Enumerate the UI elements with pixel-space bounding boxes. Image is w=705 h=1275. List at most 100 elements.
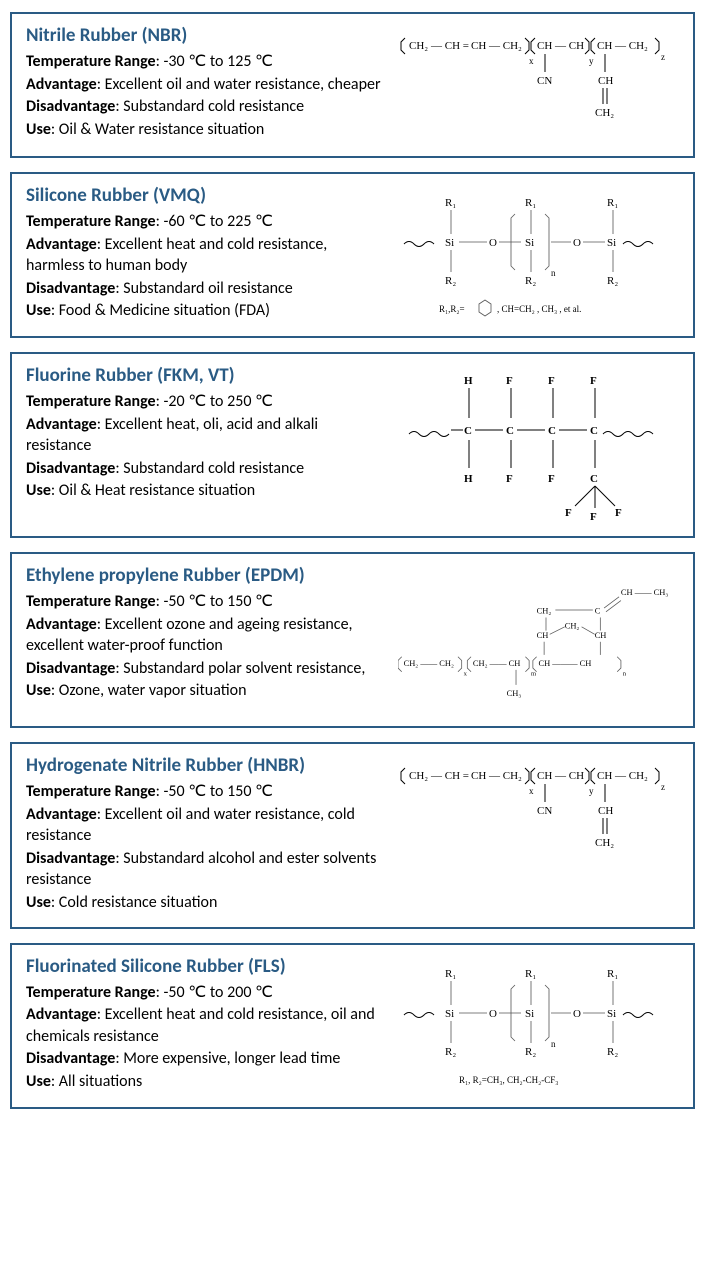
adv-row: Advantage: Excellent heat and cold resis… (26, 234, 386, 277)
text-block: Fluorine Rubber (FKM, VT) Temperature Ra… (26, 364, 386, 503)
svg-text:m: m (531, 671, 536, 678)
svg-text:H: H (464, 473, 473, 485)
svg-text:Si: Si (445, 237, 454, 249)
temp-value: -50 ℃ to 150 ℃ (164, 782, 274, 801)
svg-text:F: F (506, 473, 513, 485)
formula-fls: R₁ Si R₂ O R₁ Si R₂ n O R₁ (398, 955, 679, 1095)
svg-text:CH — CH: CH — CH (537, 770, 584, 782)
adv-row: Advantage: Excellent oil and water resis… (26, 804, 386, 847)
svg-text:CH —— CH₃: CH —— CH₃ (621, 587, 668, 597)
dis-row: Disadvantage: Substandard alcohol and es… (26, 848, 386, 891)
svg-text:R₂: R₂ (525, 1046, 536, 1058)
svg-text:C: C (548, 425, 556, 437)
card-fls: Fluorinated Silicone Rubber (FLS) Temper… (10, 943, 695, 1109)
card-title: Fluorinated Silicone Rubber (FLS) (26, 955, 386, 978)
use-row: Use: Oil & Heat resistance situation (26, 480, 386, 502)
svg-text:CH₂: CH₂ (565, 621, 580, 631)
use-label: Use (26, 1072, 51, 1091)
use-row: Use: Food & Medicine situation (FDA) (26, 300, 386, 322)
text-block: Ethylene propylene Rubber (EPDM) Tempera… (26, 564, 386, 703)
dis-value: Substandard polar solvent resistance, (123, 659, 365, 678)
svg-text:Si: Si (445, 1008, 454, 1020)
adv-row: Advantage: Excellent oil and water resis… (26, 74, 386, 96)
svg-text:Si: Si (525, 237, 534, 249)
svg-text:R₁,R₂=: R₁,R₂= (439, 304, 465, 314)
epdm-structure-icon: CH₂ —— CH₂ x CH₂ —— CH m CH₃ CH ——— CH C… (398, 564, 679, 714)
hnbr-structure-icon: CH₂ — CH = CH — CH₂ x CH — CH y CH — CH₂… (399, 754, 679, 874)
svg-text:R₂: R₂ (445, 1046, 456, 1058)
svg-text:CH₂: CH₂ (595, 837, 614, 849)
card-title: Hydrogenate Nitrile Rubber (HNBR) (26, 754, 386, 777)
temp-row: Temperature Range: -20 ℃ to 250 ℃ (26, 391, 386, 413)
formula-nbr: CH₂ — CH = CH — CH₂ x CH — CH y CH — CH₂… (398, 24, 679, 144)
dis-label: Disadvantage (26, 97, 115, 116)
svg-text:R₂: R₂ (607, 275, 618, 287)
use-value: Ozone, water vapor situation (59, 681, 247, 700)
svg-text:O: O (489, 1008, 497, 1020)
dis-label: Disadvantage (26, 659, 115, 678)
use-label: Use (26, 301, 51, 320)
svg-text:O: O (573, 1008, 581, 1020)
adv-label: Advantage (26, 1005, 97, 1024)
svg-text:R₁: R₁ (607, 197, 618, 209)
svg-text:CH₂: CH₂ (409, 770, 428, 782)
svg-text:C: C (506, 425, 514, 437)
svg-text:— CH =: — CH = (430, 770, 469, 782)
use-value: Cold resistance situation (59, 893, 218, 912)
svg-text:O: O (489, 237, 497, 249)
svg-text:R₁: R₁ (445, 197, 456, 209)
svg-text:CH — CH₂: CH — CH₂ (597, 770, 648, 782)
svg-text:x: x (529, 786, 534, 796)
svg-text:CH: CH (598, 75, 613, 87)
temp-value: -20 ℃ to 250 ℃ (164, 392, 274, 411)
svg-text:R₁: R₁ (525, 197, 536, 209)
text-block: Silicone Rubber (VMQ) Temperature Range:… (26, 184, 386, 323)
card-epdm: Ethylene propylene Rubber (EPDM) Tempera… (10, 552, 695, 728)
use-value: Food & Medicine situation (FDA) (59, 301, 270, 320)
svg-text:CH ——— CH: CH ——— CH (539, 658, 592, 668)
svg-text:z: z (661, 52, 665, 62)
temp-label: Temperature Range (26, 782, 156, 801)
use-row: Use: Ozone, water vapor situation (26, 680, 386, 702)
use-row: Use: All situations (26, 1071, 386, 1093)
card-title: Ethylene propylene Rubber (EPDM) (26, 564, 386, 587)
svg-text:H: H (464, 375, 473, 387)
dis-label: Disadvantage (26, 1049, 115, 1068)
svg-text:CN: CN (537, 75, 552, 87)
adv-row: Advantage: Excellent ozone and ageing re… (26, 614, 386, 657)
svg-text:n: n (551, 1039, 556, 1049)
temp-row: Temperature Range: -50 ℃ to 150 ℃ (26, 591, 386, 613)
card-title: Fluorine Rubber (FKM, VT) (26, 364, 386, 387)
use-label: Use (26, 120, 51, 139)
svg-text:CH₂: CH₂ (409, 40, 428, 52)
text-block: Nitrile Rubber (NBR) Temperature Range: … (26, 24, 386, 141)
formula-fkm: H C H F C F F C F (398, 364, 679, 524)
temp-row: Temperature Range: -60 ℃ to 225 ℃ (26, 211, 386, 233)
temp-row: Temperature Range: -50 ℃ to 150 ℃ (26, 781, 386, 803)
temp-label: Temperature Range (26, 52, 156, 71)
fls-structure-icon: R₁ Si R₂ O R₁ Si R₂ n O R₁ (399, 955, 679, 1095)
svg-text:n: n (551, 268, 556, 278)
adv-label: Advantage (26, 75, 97, 94)
formula-epdm: CH₂ —— CH₂ x CH₂ —— CH m CH₃ CH ——— CH C… (398, 564, 679, 714)
dis-row: Disadvantage: Substandard cold resistanc… (26, 458, 386, 480)
svg-text:R₁: R₁ (525, 968, 536, 980)
svg-text:CH: CH (537, 630, 549, 640)
dis-label: Disadvantage (26, 849, 115, 868)
dis-row: Disadvantage: Substandard oil resistance (26, 278, 386, 300)
fkm-structure-icon: H C H F C F F C F (399, 364, 679, 524)
svg-text:CH₂ —— CH₂: CH₂ —— CH₂ (404, 658, 454, 668)
svg-text:R₂: R₂ (525, 275, 536, 287)
use-value: All situations (59, 1072, 142, 1091)
use-label: Use (26, 481, 51, 500)
temp-value: -30 ℃ to 125 ℃ (164, 52, 274, 71)
formula-hnbr: CH₂ — CH = CH — CH₂ x CH — CH y CH — CH₂… (398, 754, 679, 874)
temp-row: Temperature Range: -30 ℃ to 125 ℃ (26, 51, 386, 73)
svg-text:C: C (590, 473, 598, 485)
svg-text:, CH=CH₂ , CH₃ , et al.: , CH=CH₂ , CH₃ , et al. (497, 304, 581, 314)
svg-text:x: x (464, 671, 468, 678)
svg-text:CH: CH (595, 630, 607, 640)
svg-text:y: y (589, 786, 594, 796)
svg-text:C: C (464, 425, 472, 437)
use-label: Use (26, 681, 51, 700)
